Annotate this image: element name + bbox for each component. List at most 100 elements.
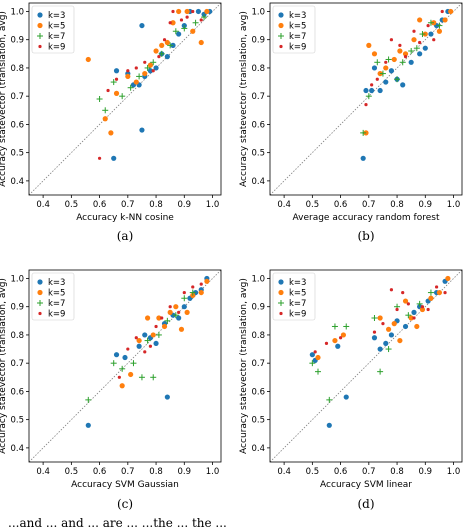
y-tick-label: 0.9 — [10, 303, 24, 313]
x-tick-label: 0.6 — [334, 467, 348, 477]
subfigure-label: (c) — [117, 497, 133, 511]
legend-label: k=3 — [48, 278, 65, 288]
data-point-k=7 — [164, 317, 171, 324]
y-axis-label: Accuracy statevector (translation, avg) — [0, 11, 8, 187]
x-tick-label: 0.4 — [277, 467, 291, 477]
legend-marker — [278, 289, 284, 296]
data-point-k=3 — [363, 87, 369, 94]
y-tick-label: 0.5 — [251, 416, 265, 426]
legend-marker — [37, 279, 43, 285]
legend-label: k=7 — [48, 32, 65, 42]
data-point-k=9 — [364, 103, 368, 107]
data-point-k=7 — [427, 289, 434, 296]
data-point-k=7 — [167, 42, 174, 49]
data-point-k=3 — [417, 51, 423, 57]
data-point-k=9 — [191, 9, 195, 14]
data-point-k=5 — [198, 39, 204, 46]
legend-marker — [38, 44, 42, 49]
data-point-k=5 — [371, 51, 378, 57]
data-point-k=9 — [372, 330, 377, 334]
y-tick-label: 0.4 — [10, 444, 24, 454]
legend-label: k=7 — [289, 32, 306, 42]
data-point-k=7 — [102, 107, 109, 114]
data-point-k=7 — [408, 48, 415, 54]
subfigure-label: (d) — [357, 497, 374, 511]
x-tick-label: 0.5 — [65, 200, 79, 210]
data-point-k=9 — [375, 77, 379, 81]
x-axis-label: Average accuracy random forest — [293, 213, 440, 223]
data-point-k=7 — [315, 368, 321, 375]
data-point-k=7 — [138, 374, 145, 381]
data-point-k=5 — [315, 354, 321, 361]
data-point-k=3 — [136, 343, 142, 349]
data-point-k=5 — [176, 8, 182, 15]
data-point-k=9 — [168, 21, 172, 25]
data-point-k=3 — [411, 309, 417, 315]
data-point-k=3 — [408, 59, 414, 65]
data-point-k=5 — [445, 275, 451, 282]
data-point-k=9 — [148, 344, 153, 348]
y-tick-label: 0.5 — [10, 149, 24, 159]
data-point-k=5 — [411, 37, 417, 43]
data-point-k=5 — [417, 17, 423, 23]
data-point-k=9 — [370, 83, 374, 87]
data-point-k=3 — [111, 155, 117, 161]
legend-marker — [37, 22, 43, 29]
data-point-k=3 — [343, 394, 349, 400]
y-axis-label: Accuracy statevector (translation, avg) — [239, 11, 249, 187]
data-point-k=9 — [434, 285, 439, 289]
x-tick-label: 0.7 — [362, 200, 376, 210]
data-point-k=3 — [164, 394, 170, 400]
data-point-k=5 — [150, 332, 156, 338]
x-tick-label: 1.0 — [447, 200, 461, 210]
data-point-k=7 — [419, 31, 426, 38]
legend-box — [31, 5, 75, 54]
x-tick-label: 0.6 — [334, 200, 348, 210]
data-point-k=9 — [143, 350, 147, 354]
data-point-k=7 — [416, 300, 423, 307]
x-tick-label: 0.8 — [149, 467, 163, 477]
data-point-k=9 — [185, 15, 189, 19]
data-point-k=5 — [136, 337, 142, 344]
x-tick-label: 0.4 — [277, 200, 291, 210]
data-point-k=3 — [400, 82, 406, 88]
y-tick-label: 0.6 — [10, 120, 24, 130]
data-point-k=3 — [388, 332, 395, 338]
data-point-k=3 — [122, 354, 128, 361]
legend-marker — [279, 44, 283, 49]
data-point-k=5 — [402, 51, 409, 57]
data-point-k=9 — [199, 282, 203, 286]
y-tick-label: 0.8 — [251, 331, 265, 341]
y-tick-label: 0.6 — [251, 387, 265, 397]
data-point-k=9 — [324, 341, 329, 346]
subfigure-label: (a) — [117, 229, 134, 243]
y-tick-label: 0.9 — [251, 36, 265, 46]
data-point-k=5 — [436, 289, 443, 296]
data-point-k=7 — [201, 14, 208, 21]
legend-marker — [37, 12, 43, 18]
y-tick-label: 0.7 — [10, 359, 24, 369]
data-point-k=7 — [85, 396, 92, 403]
data-point-k=3 — [142, 332, 148, 338]
data-point-k=3 — [402, 323, 409, 330]
legend-label: k=7 — [289, 299, 306, 309]
data-point-k=9 — [134, 66, 138, 70]
x-tick-label: 0.5 — [306, 200, 320, 210]
legend-marker — [37, 289, 43, 296]
legend-label: k=5 — [289, 289, 306, 299]
data-point-k=5 — [377, 315, 383, 321]
data-point-k=5 — [108, 130, 114, 136]
data-point-k=5 — [133, 79, 139, 85]
legend-marker — [38, 311, 42, 316]
data-point-k=7 — [394, 76, 401, 83]
data-point-k=3 — [377, 87, 383, 94]
legend-marker — [278, 33, 284, 39]
y-tick-label: 1.0 — [10, 7, 24, 17]
legend-box — [31, 272, 75, 321]
x-axis-label: Accuracy SVM Gaussian — [71, 480, 179, 490]
y-tick-label: 0.7 — [251, 359, 265, 369]
data-point-k=5 — [159, 42, 165, 48]
legend: k=3k=5k=7k=9 — [31, 272, 75, 321]
y-tick-label: 1.0 — [10, 274, 24, 284]
data-point-k=3 — [153, 65, 159, 71]
